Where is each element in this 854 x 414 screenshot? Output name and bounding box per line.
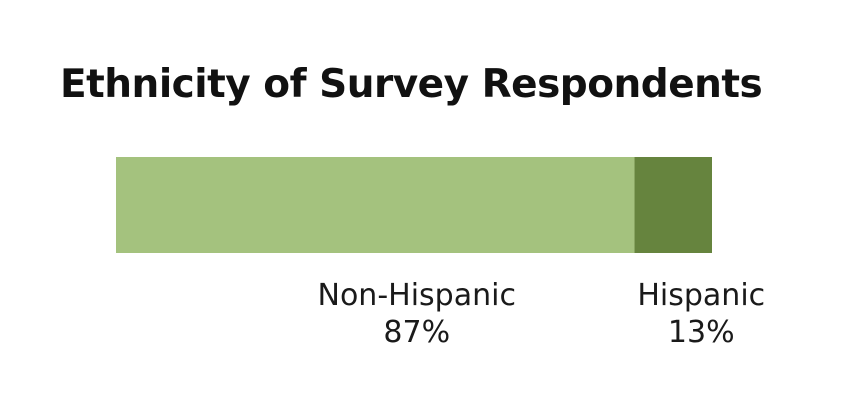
- chart-title: Ethnicity of Survey Respondents: [60, 62, 763, 107]
- bar-segment-hispanic: [634, 157, 712, 253]
- value-label-non-hispanic: 87%: [383, 315, 450, 350]
- bar-segment-non-hispanic: [116, 157, 635, 253]
- value-label-hispanic: 13%: [668, 315, 735, 350]
- category-label-non-hispanic: Non-Hispanic: [318, 278, 516, 313]
- category-label-hispanic: Hispanic: [637, 278, 765, 313]
